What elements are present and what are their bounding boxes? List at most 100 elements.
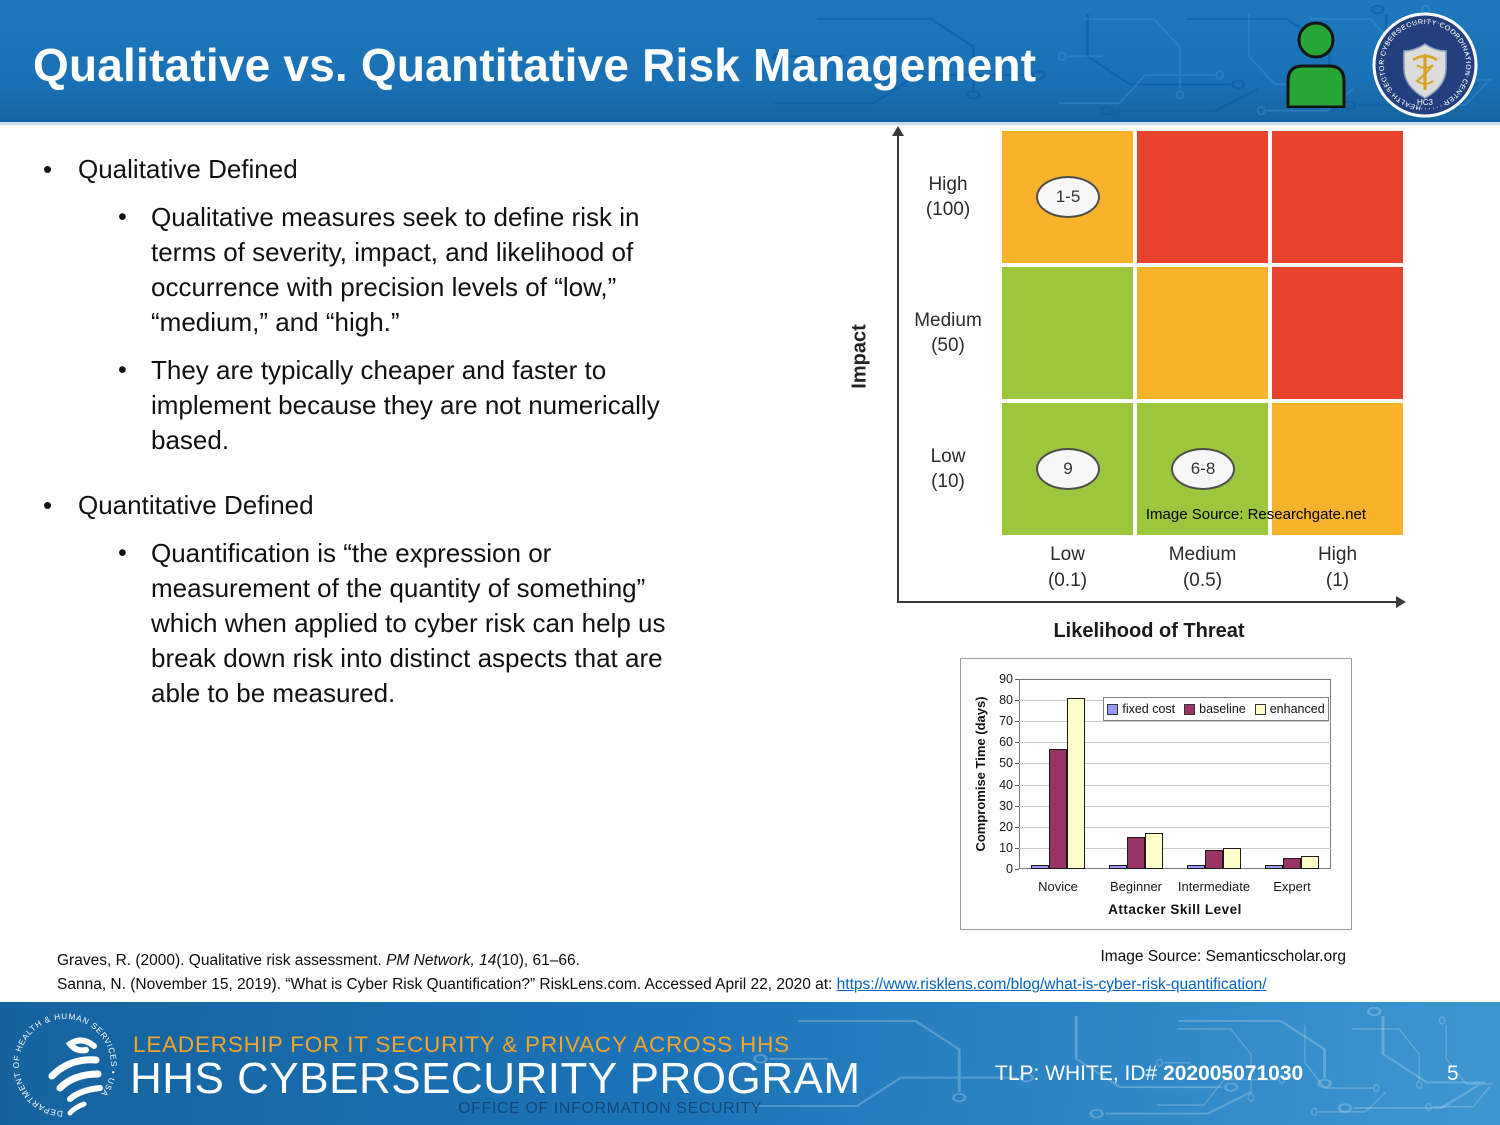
bullet-heading: Qualitative Defined xyxy=(78,154,298,184)
bullet-icon: • xyxy=(118,356,127,384)
bullet-text: They are typically cheaper and faster to… xyxy=(151,355,660,455)
y-tick-label: 30 xyxy=(999,798,1013,813)
y-tick-mark xyxy=(1015,784,1019,786)
y-tick-mark xyxy=(1015,700,1019,702)
gridline xyxy=(1019,742,1331,744)
chart-x-axis-title: Attacker Skill Level xyxy=(1108,902,1242,917)
gridline xyxy=(1019,784,1331,786)
bar-enhanced xyxy=(1145,833,1163,869)
x-category-label: Beginner xyxy=(1109,879,1163,894)
citation-text: Sanna, N. (November 15, 2019). “What is … xyxy=(57,976,837,993)
y-axis-arrow-icon xyxy=(892,126,904,136)
chart-legend: fixed cost baseline enhanced xyxy=(1103,697,1329,721)
bar-baseline xyxy=(1127,837,1145,869)
gridline xyxy=(1019,805,1331,807)
matrix-cell xyxy=(1272,267,1403,399)
citation-journal: PM Network, 14 xyxy=(386,952,497,969)
matrix-y-axis-title: Impact xyxy=(848,324,871,389)
bar-baseline xyxy=(1283,858,1301,869)
bar-baseline xyxy=(1049,748,1067,869)
bar-enhanced xyxy=(1301,856,1319,869)
tlp-id-label: TLP: WHITE, ID# 202005071030 xyxy=(995,1062,1303,1086)
matrix-cell xyxy=(1002,267,1133,399)
citation-text: Graves, R. (2000). Qualitative risk asse… xyxy=(57,952,387,969)
y-tick-label: 40 xyxy=(999,777,1013,792)
matrix-cell xyxy=(1137,267,1268,399)
legend-label: baseline xyxy=(1199,702,1246,716)
tlp-id: 202005071030 xyxy=(1163,1062,1304,1085)
matrix-annotation: 9 xyxy=(1036,448,1100,490)
bullet-icon: • xyxy=(118,203,127,231)
hhs-eagle-logo-icon: DEPARTMENT OF HEALTH & HUMAN SERVICES • … xyxy=(12,1012,117,1118)
matrix-col-label: High (1) xyxy=(1317,544,1358,591)
matrix-cell xyxy=(1272,403,1403,535)
footer-bar xyxy=(0,1002,1500,1125)
legend-label: enhanced xyxy=(1269,702,1325,716)
y-tick-label: 90 xyxy=(999,672,1013,686)
legend-swatch-icon xyxy=(1184,703,1196,715)
svg-text:HC3: HC3 xyxy=(1417,98,1434,107)
matrix-row-label: High (100) xyxy=(925,174,971,220)
tlp-label: TLP: WHITE, ID# xyxy=(995,1062,1164,1085)
bar-fixed-cost xyxy=(1187,864,1205,869)
page-number: 5 xyxy=(1447,1062,1459,1085)
risk-matrix-cells: 1-5 9 6-8 xyxy=(1002,131,1403,535)
matrix-image-source: Image Source: Researchgate.net xyxy=(1145,506,1366,523)
y-tick-mark xyxy=(1015,826,1019,828)
footer-program-title: HHS CYBERSECURITY PROGRAM xyxy=(130,1054,861,1103)
x-category-label: Expert xyxy=(1273,879,1311,894)
page-title: Qualitative vs. Quantitative Risk Manage… xyxy=(33,39,1037,91)
legend-item: enhanced xyxy=(1254,702,1325,716)
citation-link[interactable]: https://www.risklens.com/blog/what-is-cy… xyxy=(836,976,1267,993)
citation-line-2: Sanna, N. (November 15, 2019). “What is … xyxy=(57,974,1267,996)
bullet-heading: Quantitative Defined xyxy=(78,490,314,520)
x-category-label: Novice xyxy=(1038,879,1078,894)
matrix-annotation: 1-5 xyxy=(1036,176,1100,218)
matrix-row-label: Low (10) xyxy=(930,446,966,492)
y-tick-mark xyxy=(1015,721,1019,723)
y-axis-line xyxy=(897,134,899,603)
gridline xyxy=(1019,721,1331,723)
matrix-x-axis-title: Likelihood of Threat xyxy=(1053,620,1245,642)
legend-swatch-icon xyxy=(1107,703,1119,715)
matrix-col-label: Low (0.1) xyxy=(1047,544,1088,591)
y-tick-label: 50 xyxy=(999,756,1013,771)
header-bar: Qualitative vs. Quantitative Risk Manage… xyxy=(0,0,1500,122)
bar-enhanced xyxy=(1223,847,1241,869)
bar-fixed-cost xyxy=(1265,864,1283,869)
bar-baseline xyxy=(1205,850,1223,869)
matrix-row-labels: High (100) Medium (50) Low (10) xyxy=(900,131,996,535)
matrix-col-label: Medium (0.5) xyxy=(1168,544,1237,591)
citation-line-1: Graves, R. (2000). Qualitative risk asse… xyxy=(57,950,580,972)
y-tick-mark xyxy=(1015,742,1019,744)
y-tick-mark xyxy=(1015,679,1019,680)
bar-fixed-cost xyxy=(1031,864,1049,869)
y-tick-label: 10 xyxy=(999,840,1013,855)
matrix-row-label: Medium (50) xyxy=(914,310,982,356)
qualitative-section: • Qualitative Defined • Qualitative meas… xyxy=(43,152,723,458)
bullet-icon: • xyxy=(43,490,53,520)
matrix-annotation: 6-8 xyxy=(1171,448,1235,490)
hc3-seal-icon: HEALTH SECTOR CYBERSECURITY COORDINATION… xyxy=(1372,12,1478,118)
y-tick-label: 80 xyxy=(999,693,1013,708)
gridline xyxy=(1019,826,1331,828)
x-axis-line xyxy=(898,601,1399,603)
legend-item: fixed cost xyxy=(1107,702,1175,716)
y-tick-label: 0 xyxy=(1006,862,1013,876)
y-tick-label: 20 xyxy=(999,819,1013,834)
citation-text: (10), 61–66. xyxy=(496,952,580,969)
bar-enhanced xyxy=(1067,698,1085,869)
y-tick-label: 60 xyxy=(999,735,1013,750)
bar-fixed-cost xyxy=(1109,864,1127,869)
y-tick-mark xyxy=(1015,805,1019,807)
matrix-cell xyxy=(1137,131,1268,263)
matrix-cell xyxy=(1272,131,1403,263)
bullet-text: Qualitative measures seek to define risk… xyxy=(151,202,640,337)
y-tick-mark xyxy=(1015,869,1019,870)
footer-office-label: OFFICE OF INFORMATION SECURITY xyxy=(458,1100,762,1117)
footer-tagline: LEADERSHIP FOR IT SECURITY & PRIVACY ACR… xyxy=(133,1032,790,1057)
legend-label: fixed cost xyxy=(1122,702,1176,716)
y-tick-mark xyxy=(1015,763,1019,765)
x-axis-arrow-icon xyxy=(1396,596,1406,608)
